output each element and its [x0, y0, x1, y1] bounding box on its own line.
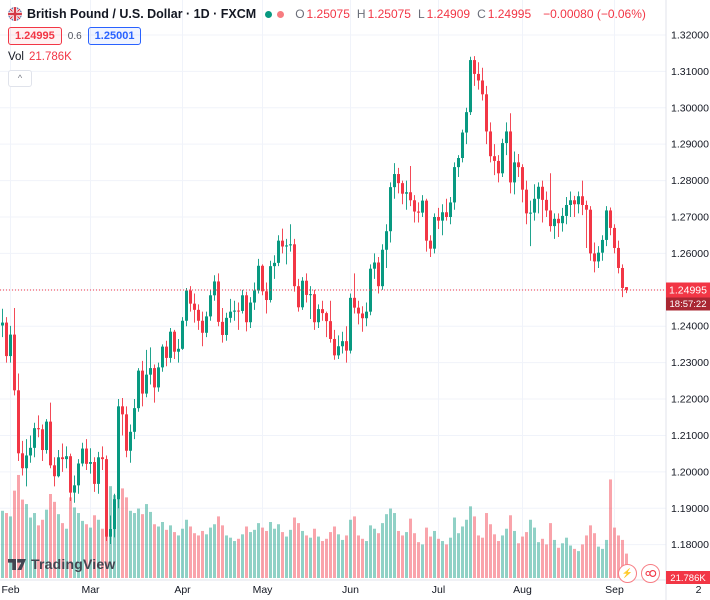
svg-text:May: May — [253, 584, 274, 596]
open-value: 1.25075 — [306, 7, 350, 21]
svg-text:1.18000: 1.18000 — [671, 539, 709, 551]
time-axis-labels[interactable]: Feb Mar Apr May Jun Jul Aug Sep 2 — [1, 584, 701, 596]
flash-order-button[interactable]: ⚡ — [618, 564, 637, 583]
symbol-title[interactable]: British Pound / U.S. Dollar · 1D · FXCM — [27, 7, 257, 21]
low-label: L — [417, 7, 425, 21]
svg-text:Mar: Mar — [81, 584, 100, 596]
svg-text:1.28000: 1.28000 — [671, 175, 709, 187]
lightning-icon: ⚡ — [621, 568, 634, 578]
svg-text:1.24995: 1.24995 — [669, 285, 707, 297]
svg-text:Feb: Feb — [1, 584, 19, 596]
svg-text:1.24000: 1.24000 — [671, 321, 709, 333]
buy-series-dot-icon[interactable] — [265, 10, 273, 18]
svg-text:Aug: Aug — [513, 584, 532, 596]
tradingview-logo-icon — [8, 559, 26, 570]
svg-text:Sep: Sep — [605, 584, 624, 596]
svg-text:1.20000: 1.20000 — [671, 466, 709, 478]
volume-layer — [1, 471, 628, 578]
close-label: C — [477, 7, 486, 21]
close-value: 1.24995 — [487, 7, 532, 21]
svg-text:Apr: Apr — [174, 584, 191, 596]
tradingview-logo[interactable]: TradingView — [8, 556, 115, 572]
price-gridlines — [0, 34, 666, 546]
collapse-legend-button[interactable]: ^ — [8, 70, 32, 87]
change-value: −0.00080 (−0.06%) — [543, 7, 646, 21]
high-value: 1.25075 — [367, 7, 411, 21]
caret-up-icon: ^ — [17, 73, 23, 83]
svg-text:1.32000: 1.32000 — [671, 29, 709, 41]
gb-flag-icon — [8, 7, 22, 21]
buy-button[interactable]: 1.25001 — [87, 27, 142, 45]
volume-badge: 21.786K — [666, 571, 710, 584]
svg-text:Jun: Jun — [342, 584, 359, 596]
sell-button[interactable]: 1.24995 — [8, 27, 62, 45]
floating-buttons: ⚡ — [618, 564, 660, 583]
open-label: O — [295, 7, 305, 21]
high-label: H — [356, 7, 366, 21]
svg-text:1.19000: 1.19000 — [671, 503, 709, 515]
chart-legend: British Pound / U.S. Dollar · 1D · FXCM … — [8, 5, 646, 87]
svg-text:1.26000: 1.26000 — [671, 248, 709, 260]
svg-text:1.29000: 1.29000 — [671, 139, 709, 151]
price-badge: 1.24995 18:57:22 — [666, 282, 710, 311]
svg-text:1.27000: 1.27000 — [671, 211, 709, 223]
low-value: 1.24909 — [426, 7, 471, 21]
svg-text:1.31000: 1.31000 — [671, 66, 709, 78]
svg-text:Jul: Jul — [432, 584, 445, 596]
spread-value: 0.6 — [67, 30, 82, 42]
circles-icon — [645, 570, 657, 577]
svg-text:1.22000: 1.22000 — [671, 394, 709, 406]
tradingview-logo-text: TradingView — [31, 556, 116, 572]
svg-text:1.30000: 1.30000 — [671, 102, 709, 114]
price-axis-labels[interactable]: 1.32000 1.31000 1.30000 1.29000 1.28000 1.270… — [671, 29, 709, 551]
volume-label[interactable]: Vol — [8, 51, 24, 63]
svg-text:1.23000: 1.23000 — [671, 357, 709, 369]
svg-text:2: 2 — [696, 584, 702, 596]
sell-series-dot-icon[interactable] — [277, 10, 285, 18]
volume-value: 21.786K — [29, 51, 72, 63]
svg-text:21.786K: 21.786K — [670, 573, 706, 584]
svg-text:1.21000: 1.21000 — [671, 430, 709, 442]
replay-button[interactable] — [641, 564, 660, 583]
ohlc-readout: O 1.25075 H 1.25075 L 1.24909 C 1.24995 — [295, 7, 536, 21]
svg-text:18:57:22: 18:57:22 — [670, 299, 707, 310]
candles-layer — [1, 56, 628, 544]
